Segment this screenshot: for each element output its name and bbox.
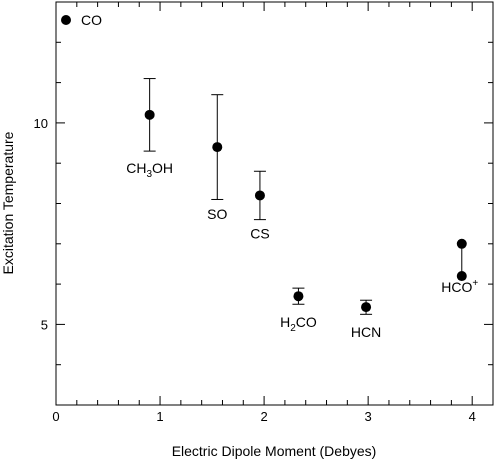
point-label: HCO+: [441, 278, 478, 295]
x-tick-label: 4: [469, 409, 476, 424]
tick-labels: 0 1 2 3 4 5 10: [34, 116, 476, 424]
tick-marks: [55, 2, 494, 405]
data-markers: [143, 78, 467, 315]
y-tick-label: 10: [34, 116, 48, 131]
legend-label: CO: [81, 12, 102, 28]
x-tick-label: 3: [365, 409, 372, 424]
x-tick-label: 2: [260, 409, 267, 424]
x-tick-label: 1: [156, 409, 163, 424]
data-point: [361, 302, 372, 313]
data-point: [144, 109, 155, 120]
data-point: [212, 142, 223, 153]
point-label: SO: [207, 206, 227, 222]
point-labels: CH3OH SO CS H2CO HCN HCO+: [126, 160, 478, 340]
data-point: [456, 271, 467, 282]
x-axis-label: Electric Dipole Moment (Debyes): [172, 443, 377, 459]
plot-frame: [55, 1, 494, 406]
y-tick-label: 5: [41, 317, 48, 332]
point-label: CS: [250, 225, 269, 241]
data-point: [254, 190, 265, 201]
data-point: [456, 238, 467, 249]
x-tick-label: 0: [52, 409, 59, 424]
y-axis-label: Excitation Temperature: [0, 131, 16, 274]
legend-marker: [61, 15, 71, 25]
data-point: [293, 291, 304, 302]
point-label: HCN: [351, 324, 381, 340]
point-label: CH3OH: [126, 160, 173, 180]
legend: CO: [61, 12, 102, 28]
point-label: H2CO: [280, 314, 317, 334]
